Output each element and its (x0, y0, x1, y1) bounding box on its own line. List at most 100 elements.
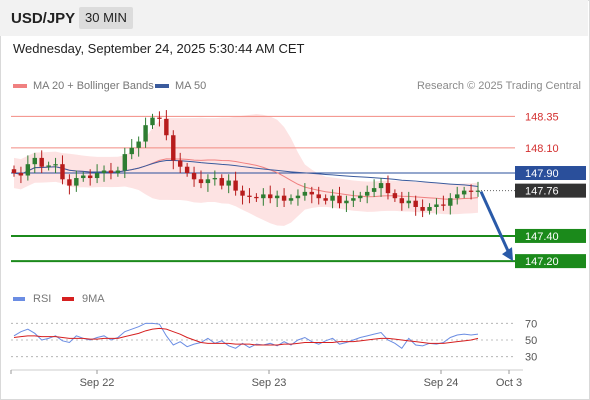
legend-ma50: MA 50 (155, 80, 206, 92)
candle-body (455, 194, 460, 199)
legend-ma20: MA 20 + Bollinger Bands (13, 80, 154, 92)
candle-body (288, 198, 294, 201)
candle-body (39, 157, 44, 167)
ma50-line (13, 159, 479, 188)
candle-body (171, 135, 176, 161)
candle-body (212, 178, 218, 180)
candle-body (351, 198, 356, 201)
candle-body (378, 183, 384, 189)
candle-body (268, 194, 273, 199)
ma50-swatch (155, 84, 169, 89)
candle-body (205, 179, 211, 184)
candle-body (226, 180, 231, 186)
candle-body (219, 178, 224, 186)
candle-body (157, 117, 162, 119)
legend-rsi: RSI (13, 293, 51, 305)
level-tag-147.20 (515, 254, 586, 269)
candle-body (32, 157, 37, 165)
candle-body (323, 198, 328, 201)
forecast-arrow-shaft (479, 191, 511, 254)
x-label-Sep-22: Sep 22 (80, 377, 115, 389)
candle-body (46, 165, 51, 167)
rsi-tick-30: 30 (525, 352, 537, 364)
last-price-label: 147.76 (525, 186, 559, 198)
candle-body (448, 198, 453, 206)
level-label-148.10: 148.10 (525, 143, 559, 155)
candle-body (108, 170, 114, 174)
candle-body (309, 191, 315, 195)
candle-body (60, 164, 65, 180)
candle-body (406, 200, 411, 204)
rsi-tick-50: 50 (525, 335, 537, 347)
candle-body (67, 179, 72, 186)
candle-body (11, 169, 17, 174)
candle-body (164, 118, 169, 136)
x-label-Sep-23: Sep 23 (252, 377, 287, 389)
candle-body (53, 164, 58, 166)
candle-body (468, 190, 474, 192)
candle-body (177, 160, 183, 167)
candle-body (399, 198, 405, 204)
research-credit: Research © 2025 Trading Central (416, 80, 581, 92)
candle-body (330, 195, 335, 201)
candle-body (94, 173, 100, 179)
rsi-swatch (13, 297, 25, 302)
legend-rsi-ma: 9MA (62, 293, 105, 305)
candle-body (74, 178, 79, 186)
candle-body (371, 188, 377, 192)
candle-body (184, 166, 190, 174)
rsi-ma-swatch (62, 297, 74, 302)
ma20-label: MA 20 + Bollinger Bands (33, 80, 154, 92)
x-label-Sep-24: Sep 24 (424, 377, 459, 389)
ma20-swatch (13, 84, 27, 89)
candle-body (115, 170, 121, 174)
candle-body (261, 194, 266, 199)
candles-group (11, 110, 481, 218)
x-label-Oct-3: Oct 3 (496, 377, 522, 389)
candle-body (434, 204, 439, 207)
candle-body (247, 195, 252, 197)
level-tag-147.90 (515, 166, 586, 181)
candle-body (240, 190, 245, 196)
candle-body (274, 195, 280, 199)
candle-body (427, 206, 432, 211)
candle-body (281, 195, 287, 201)
candle-body (302, 191, 308, 196)
level-tag-147.40 (515, 228, 586, 243)
rsi-ma-line (13, 327, 479, 346)
level-label-147.20: 147.20 (525, 256, 559, 268)
candle-body (392, 193, 398, 199)
candle-body (441, 204, 446, 206)
candle-body (295, 195, 301, 199)
timestamp: Wednesday, September 24, 2025 5:30:44 AM… (13, 41, 305, 56)
candle-body (122, 154, 128, 171)
candle-body (18, 173, 24, 176)
rsi-label: RSI (33, 293, 52, 305)
candle-body (198, 179, 204, 184)
header-bar: USD/JPY 30 MIN (0, 0, 588, 36)
candle-body (25, 164, 31, 176)
candle-body (136, 141, 141, 148)
candle-body (461, 190, 467, 195)
candle-body (358, 195, 363, 199)
timeframe-badge[interactable]: 30 MIN (79, 7, 133, 29)
candle-body (143, 125, 148, 142)
candle-body (254, 196, 259, 199)
last-price-tag (515, 183, 586, 198)
candle-body (81, 175, 86, 179)
candle-body (316, 194, 321, 199)
candle-body (87, 175, 93, 179)
candle-body (233, 180, 238, 191)
forecast-arrow-head (502, 247, 513, 262)
candle-body (101, 170, 107, 174)
candle-body (413, 200, 418, 207)
rsi-tick-70: 70 (525, 318, 537, 330)
ma50-label: MA 50 (175, 80, 207, 92)
bollinger-band (14, 114, 478, 226)
level-label-147.90: 147.90 (525, 168, 559, 180)
candle-body (385, 183, 391, 194)
candle-body (129, 147, 134, 155)
candle-body (191, 173, 197, 180)
candle-body (364, 191, 370, 196)
